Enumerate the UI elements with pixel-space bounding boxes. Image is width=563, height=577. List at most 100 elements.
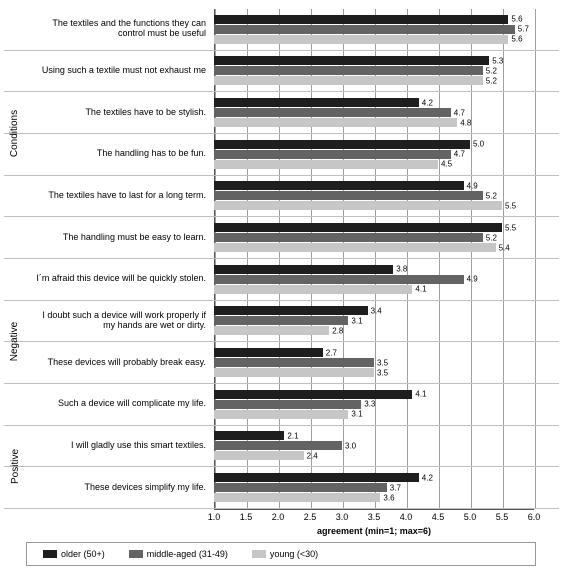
bar-middle: 4.7 xyxy=(214,108,451,117)
bar-value-label: 5.2 xyxy=(486,76,497,85)
legend-label: middle-aged (31-49) xyxy=(147,549,228,559)
item-label: The textiles have to be stylish. xyxy=(32,92,210,133)
bar-value-label: 2.4 xyxy=(307,451,318,460)
item-label: The textiles and the functions they can … xyxy=(32,9,210,50)
legend-label: older (50+) xyxy=(61,549,105,559)
item-label: Using such a textile must not exhaust me xyxy=(32,51,210,92)
bar-value-label: 5.2 xyxy=(486,66,497,75)
bar-older: 3.4 xyxy=(214,306,368,315)
x-tick: 4.5 xyxy=(432,512,445,522)
x-tick: 2.0 xyxy=(272,512,285,522)
chart-row: The handling has to be fun.5.04.74.5 xyxy=(4,134,559,176)
chart-row: Using such a textile must not exhaust me… xyxy=(4,51,559,93)
bar-middle: 5.2 xyxy=(214,66,483,75)
bar-older: 4.1 xyxy=(214,390,412,399)
bar-middle: 3.1 xyxy=(214,316,348,325)
bar-value-label: 4.2 xyxy=(422,473,433,482)
legend-label: young (<30) xyxy=(270,549,318,559)
bar-young: 5.6 xyxy=(214,35,508,44)
bar-middle: 5.7 xyxy=(214,25,515,34)
x-tick: 6.0 xyxy=(528,512,541,522)
bar-value-label: 5.7 xyxy=(518,25,529,34)
bar-middle: 4.7 xyxy=(214,150,451,159)
x-tick: 3.0 xyxy=(336,512,349,522)
bar-group: 4.24.74.8 xyxy=(214,92,534,133)
x-tick: 3.5 xyxy=(368,512,381,522)
bar-value-label: 3.5 xyxy=(377,368,388,377)
bar-young: 3.5 xyxy=(214,368,374,377)
bar-group: 4.13.33.1 xyxy=(214,384,534,425)
legend: older (50+) middle-aged (31-49) young (<30… xyxy=(26,542,536,566)
bar-young: 5.5 xyxy=(214,201,502,210)
bar-value-label: 2.1 xyxy=(287,431,298,440)
x-tick: 1.0 xyxy=(208,512,221,522)
bar-young: 3.6 xyxy=(214,493,380,502)
bar-older: 5.6 xyxy=(214,15,508,24)
bar-young: 5.4 xyxy=(214,243,496,252)
bar-value-label: 4.9 xyxy=(467,181,478,190)
bar-middle: 3.0 xyxy=(214,441,342,450)
group-label: Negative xyxy=(4,259,26,426)
chart-row: I will gladly use this smart textiles. 2.… xyxy=(4,426,559,468)
chart-row: The textiles have to last for a long ter… xyxy=(4,176,559,218)
bar-group: 5.04.74.5 xyxy=(214,134,534,175)
bar-older: 4.9 xyxy=(214,181,464,190)
bar-young: 4.5 xyxy=(214,160,438,169)
item-label: The textiles have to last for a long ter… xyxy=(32,176,210,217)
bar-value-label: 3.5 xyxy=(377,358,388,367)
bar-young: 2.4 xyxy=(214,451,304,460)
agreement-bar-chart: The textiles and the functions they can … xyxy=(4,4,559,573)
legend-swatch xyxy=(43,550,57,558)
group-label: Conditions xyxy=(4,9,26,259)
x-tick: 4.0 xyxy=(400,512,413,522)
bar-young: 4.8 xyxy=(214,118,457,127)
bar-middle: 5.2 xyxy=(214,233,483,242)
chart-row: These devices simplify my life.4.23.73.6 xyxy=(4,467,559,509)
bar-older: 2.1 xyxy=(214,431,284,440)
bar-young: 3.1 xyxy=(214,410,348,419)
bar-value-label: 3.1 xyxy=(351,316,362,325)
chart-row: The handling must be easy to learn.5.55.… xyxy=(4,217,559,259)
bar-value-label: 2.7 xyxy=(326,348,337,357)
legend-swatch xyxy=(129,550,143,558)
x-tick: 1.5 xyxy=(240,512,253,522)
bar-value-label: 5.6 xyxy=(511,35,522,44)
bar-value-label: 5.5 xyxy=(505,201,516,210)
chart-row: The textiles have to be stylish.4.24.74.… xyxy=(4,92,559,134)
bar-middle: 3.3 xyxy=(214,400,361,409)
bar-older: 2.7 xyxy=(214,348,323,357)
legend-item: older (50+) xyxy=(43,549,105,559)
bar-value-label: 4.8 xyxy=(460,118,471,127)
bar-value-label: 4.1 xyxy=(415,390,426,399)
bar-value-label: 5.5 xyxy=(505,223,516,232)
bar-value-label: 4.5 xyxy=(441,160,452,169)
x-tick: 5.0 xyxy=(464,512,477,522)
bar-older: 5.3 xyxy=(214,56,489,65)
bar-older: 4.2 xyxy=(214,473,419,482)
bar-group: 3.84.94.1 xyxy=(214,259,534,300)
item-label: The handling has to be fun. xyxy=(32,134,210,175)
chart-row: The textiles and the functions they can … xyxy=(4,9,559,51)
bar-value-label: 3.7 xyxy=(390,483,401,492)
bar-value-label: 5.6 xyxy=(511,15,522,24)
chart-row: These devices will probably break easy.2… xyxy=(4,342,559,384)
bar-group: 5.5 5.25.4 xyxy=(214,217,534,258)
bar-young: 5.2 xyxy=(214,76,483,85)
bar-value-label: 4.7 xyxy=(454,150,465,159)
bar-value-label: 3.6 xyxy=(383,493,394,502)
x-tick: 2.5 xyxy=(304,512,317,522)
item-label: Such a device will complicate my life. xyxy=(32,384,210,425)
bar-group: 2.73.53.5 xyxy=(214,342,534,383)
item-label: These devices simplify my life. xyxy=(32,467,210,508)
item-label: These devices will probably break easy. xyxy=(32,342,210,383)
bar-middle: 3.5 xyxy=(214,358,374,367)
bar-older: 4.2 xyxy=(214,98,419,107)
bar-value-label: 3.4 xyxy=(371,306,382,315)
item-label: I will gladly use this smart textiles. xyxy=(32,426,210,467)
bar-value-label: 4.9 xyxy=(467,275,478,284)
legend-swatch xyxy=(252,550,266,558)
x-tick: 5.5 xyxy=(496,512,509,522)
bar-young: 2.8 xyxy=(214,326,329,335)
bar-value-label: 4.2 xyxy=(422,98,433,107)
bar-older: 3.8 xyxy=(214,265,393,274)
